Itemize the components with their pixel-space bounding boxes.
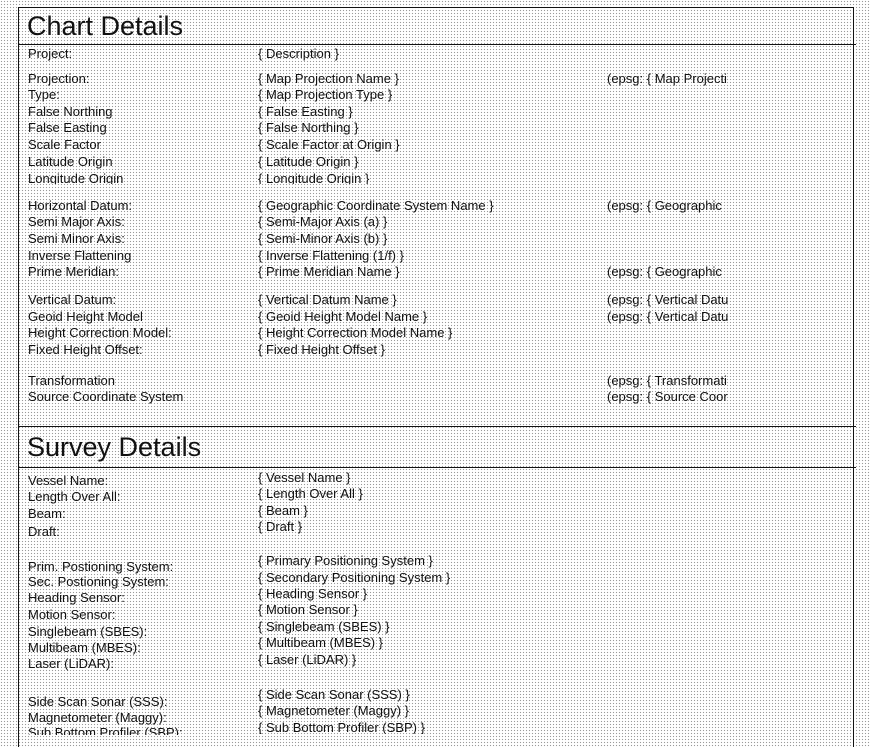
field-placeholder: { Latitude Origin }: [258, 154, 359, 169]
epsg-placeholder: (epsg: { Geographic: [607, 198, 722, 213]
field-label: Magnetometer (Maggy):: [28, 710, 167, 725]
field-placeholder: { Primary Positioning System }: [258, 553, 433, 568]
field-label: Vessel Name:: [28, 473, 109, 488]
field-placeholder: { Map Projection Type }: [258, 87, 393, 102]
epsg-placeholder: (epsg: { Map Projecti: [607, 71, 727, 86]
field-label: Source Coordinate System: [28, 389, 184, 404]
field-placeholder: { Semi-Major Axis (a) }: [258, 214, 388, 229]
field-placeholder: { Laser (LiDAR) }: [258, 652, 357, 667]
field-label: Laser (LiDAR):: [28, 656, 114, 671]
chart-details-title: Chart Details: [27, 11, 184, 41]
field-label: Type:: [28, 87, 60, 102]
field-placeholder: { Motion Sensor }: [258, 602, 358, 617]
field-placeholder: { Inverse Flattening (1/f) }: [258, 248, 404, 263]
field-placeholder: { Side Scan Sonar (SSS) }: [258, 687, 410, 702]
field-label: Singlebeam (SBES):: [28, 624, 148, 639]
field-placeholder: { Secondary Positioning System }: [258, 570, 451, 585]
field-label: Side Scan Sonar (SSS):: [28, 694, 168, 709]
field-placeholder: { Prime Meridian Name }: [258, 264, 400, 279]
field-label: Inverse Flattening: [28, 248, 132, 263]
field-placeholder: { False Northing }: [258, 120, 359, 135]
field-label: False Northing: [28, 104, 113, 119]
field-placeholder: { Length Over All }: [258, 486, 363, 501]
field-label: Project:: [28, 46, 73, 61]
field-placeholder: { Height Correction Model Name }: [258, 325, 453, 340]
field-label: Semi Minor Axis:: [28, 231, 125, 246]
field-label: Heading Sensor:: [28, 590, 125, 605]
field-placeholder: { Geographic Coordinate System Name }: [258, 198, 494, 213]
field-placeholder: { Semi-Minor Axis (b) }: [258, 231, 388, 246]
field-label: Fixed Height Offset:: [28, 342, 143, 357]
field-placeholder: { False Easting }: [258, 104, 353, 119]
divider: [18, 44, 856, 45]
field-label: Sec. Postioning System:: [28, 574, 169, 589]
field-label: Horizontal Datum:: [28, 198, 133, 213]
field-label: Latitude Origin: [28, 154, 113, 169]
field-label: Geoid Height Model: [28, 309, 143, 324]
field-placeholder: { Heading Sensor }: [258, 586, 368, 601]
field-placeholder: { Vertical Datum Name }: [258, 292, 397, 307]
divider: [18, 467, 856, 468]
field-placeholder: { Magnetometer (Maggy) }: [258, 703, 410, 718]
epsg-placeholder: (epsg: { Transformati: [607, 373, 727, 388]
field-placeholder: { Longitude Origin }: [258, 171, 370, 184]
field-placeholder: { Singlebeam (SBES) }: [258, 619, 390, 634]
field-label: Height Correction Model:: [28, 325, 172, 340]
field-label: Beam:: [28, 506, 66, 521]
field-label: Draft:: [28, 524, 60, 539]
field-placeholder: { Vessel Name }: [258, 470, 351, 485]
field-label: Length Over All:: [28, 489, 121, 504]
field-label: Motion Sensor:: [28, 607, 116, 622]
epsg-placeholder: (epsg: { Geographic: [607, 264, 722, 279]
field-label: Scale Factor: [28, 137, 101, 152]
epsg-placeholder: (epsg: { Source Coor: [607, 389, 728, 404]
field-placeholder: { Sub Bottom Profiler (SBP) }: [258, 720, 425, 734]
field-placeholder: { Description }: [258, 46, 339, 61]
field-placeholder: { Beam }: [258, 503, 308, 518]
field-label: Sub Bottom Profiler (SBP):: [28, 725, 183, 735]
epsg-placeholder: (epsg: { Vertical Datu: [607, 309, 729, 324]
field-placeholder: { Scale Factor at Origin }: [258, 137, 400, 152]
field-label: Semi Major Axis:: [28, 214, 125, 229]
field-placeholder: { Multibeam (MBES) }: [258, 635, 383, 650]
field-placeholder: { Geoid Height Model Name }: [258, 309, 428, 324]
field-label: Longitude Origin: [28, 171, 124, 184]
field-label: Multibeam (MBES):: [28, 640, 141, 655]
field-label: False Easting: [28, 120, 107, 135]
field-placeholder: { Fixed Height Offset }: [258, 342, 385, 357]
field-label: Projection:: [28, 71, 90, 86]
divider: [18, 426, 856, 427]
epsg-placeholder: (epsg: { Vertical Datu: [607, 292, 729, 307]
field-label: Prime Meridian:: [28, 264, 120, 279]
field-placeholder: { Draft }: [258, 519, 303, 534]
survey-details-title: Survey Details: [27, 432, 202, 462]
field-label: Vertical Datum:: [28, 292, 117, 307]
report-frame: [18, 7, 854, 747]
field-label: Transformation: [28, 373, 115, 388]
field-label: Prim. Postioning System:: [28, 559, 174, 574]
field-placeholder: { Map Projection Name }: [258, 71, 399, 86]
